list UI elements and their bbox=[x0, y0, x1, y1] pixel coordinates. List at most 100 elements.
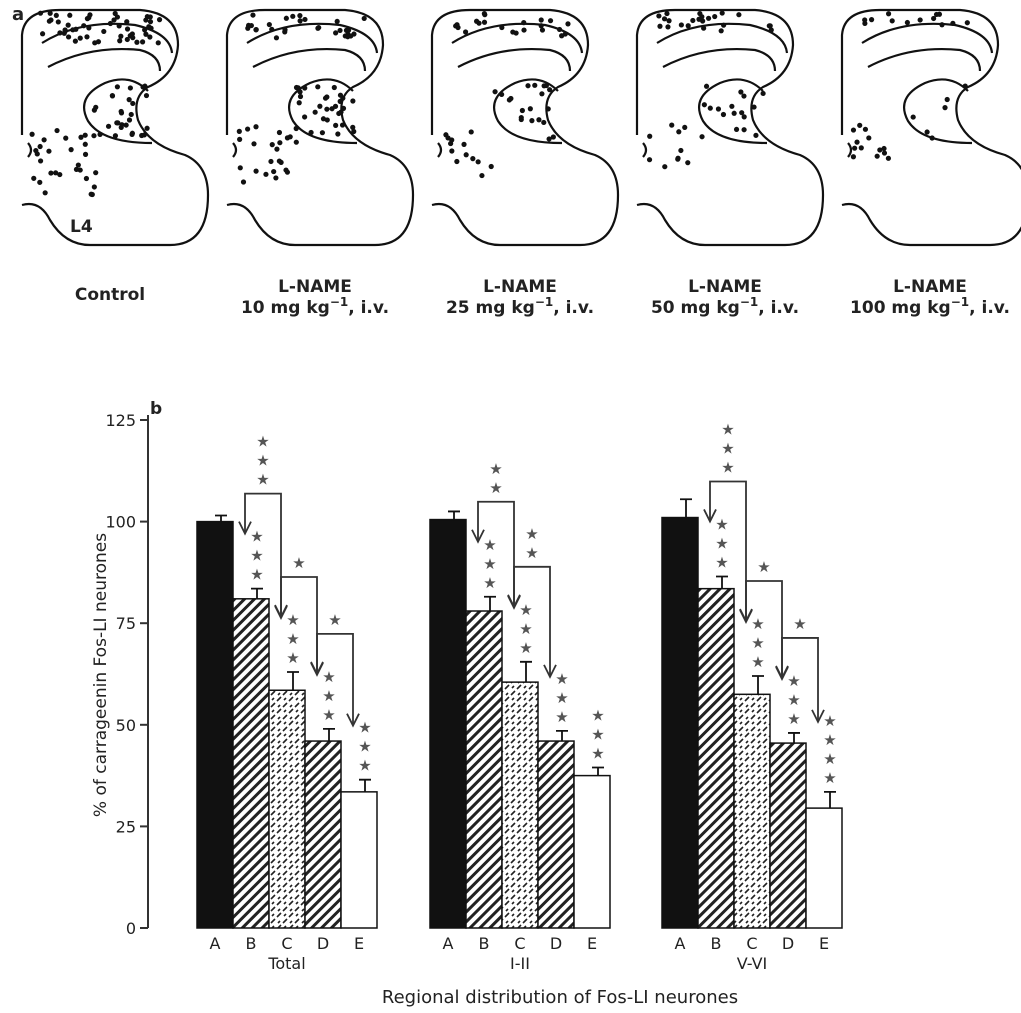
fos-dot bbox=[335, 131, 340, 136]
fos-dot bbox=[113, 11, 118, 16]
fos-dot bbox=[656, 13, 661, 18]
caption-dose: 100 mg kg bbox=[850, 298, 951, 318]
fos-dot bbox=[881, 146, 886, 151]
y-tick-label: 125 bbox=[105, 411, 136, 430]
x-tick-label: A bbox=[443, 934, 454, 953]
fos-dot bbox=[48, 170, 53, 175]
cord-outline bbox=[432, 10, 618, 245]
fos-dot bbox=[250, 12, 255, 17]
fos-dot bbox=[315, 84, 320, 89]
fos-dot bbox=[148, 19, 153, 24]
caption: L-NAME bbox=[893, 277, 967, 297]
error-bar bbox=[448, 511, 460, 519]
fos-dot bbox=[544, 83, 549, 88]
fos-dot bbox=[706, 16, 711, 21]
fos-dot bbox=[241, 179, 246, 184]
significance-stars: ★★★ bbox=[589, 706, 607, 763]
fos-dot bbox=[547, 87, 552, 92]
fos-dot bbox=[125, 26, 130, 31]
fos-dot bbox=[546, 106, 551, 111]
significance-stars: ★★★ bbox=[356, 719, 374, 776]
comparison-stars: ★ bbox=[290, 554, 308, 573]
caption-route: , i.v. bbox=[969, 298, 1010, 318]
fos-dot bbox=[665, 24, 670, 29]
fos-dot bbox=[298, 18, 303, 23]
fos-dot bbox=[43, 190, 48, 195]
fos-dot bbox=[253, 124, 258, 129]
fos-dot bbox=[721, 23, 726, 28]
fos-dot bbox=[464, 152, 469, 157]
error-bar bbox=[251, 589, 263, 599]
x-tick-label: C bbox=[281, 934, 292, 953]
cord-diagram bbox=[842, 10, 1021, 245]
fos-dot bbox=[129, 132, 134, 137]
fos-dot bbox=[704, 84, 709, 89]
fos-dot bbox=[144, 93, 149, 98]
fos-dot bbox=[565, 21, 570, 26]
fos-dot bbox=[676, 129, 681, 134]
fos-dot bbox=[269, 27, 274, 32]
fos-dot bbox=[127, 97, 132, 102]
cord-outline bbox=[842, 10, 1021, 245]
fos-dot bbox=[338, 93, 343, 98]
fos-dot bbox=[130, 101, 135, 106]
panel-label: a bbox=[12, 4, 24, 25]
fos-dot bbox=[56, 19, 61, 24]
fos-dot bbox=[499, 25, 504, 30]
fos-dot bbox=[73, 27, 78, 32]
caption: 50 mg kg−1, i.v. bbox=[651, 295, 799, 318]
fos-dot bbox=[682, 125, 687, 130]
caption-dose: 25 mg kg bbox=[446, 298, 535, 318]
fos-dot bbox=[875, 154, 880, 159]
fos-dot bbox=[81, 23, 86, 28]
fos-dot bbox=[92, 184, 97, 189]
fos-dot bbox=[469, 129, 474, 134]
fos-dot bbox=[101, 29, 106, 34]
fos-dot bbox=[470, 156, 475, 161]
fos-dot bbox=[662, 16, 667, 21]
fos-dot bbox=[536, 117, 541, 122]
caption-sup: −1 bbox=[535, 295, 553, 309]
fos-dot bbox=[78, 135, 83, 140]
fos-dot bbox=[89, 192, 94, 197]
fos-dot bbox=[298, 94, 303, 99]
fos-dot bbox=[249, 23, 254, 28]
error-bar bbox=[359, 780, 371, 792]
group-label: Total bbox=[267, 954, 305, 973]
fos-dot bbox=[939, 22, 944, 27]
fos-dot bbox=[42, 137, 47, 142]
fos-dot bbox=[157, 17, 162, 22]
fos-dot bbox=[110, 93, 115, 98]
fos-dot bbox=[739, 110, 744, 115]
significance-stars: ★★★ bbox=[553, 670, 571, 727]
bar bbox=[502, 682, 538, 928]
fos-dot bbox=[539, 17, 544, 22]
fos-dot bbox=[277, 140, 282, 145]
fos-dot bbox=[338, 99, 343, 104]
fos-dot bbox=[859, 145, 864, 150]
fos-dot bbox=[83, 152, 88, 157]
fos-dot bbox=[270, 142, 275, 147]
fos-dot bbox=[529, 118, 534, 123]
fos-dot bbox=[548, 18, 553, 23]
fos-dot bbox=[499, 92, 504, 97]
fos-dot bbox=[253, 27, 258, 32]
fos-dot bbox=[93, 170, 98, 175]
fos-dot bbox=[489, 164, 494, 169]
fos-dot bbox=[886, 11, 891, 16]
fos-dot bbox=[297, 13, 302, 18]
bar bbox=[269, 690, 305, 928]
fos-dot bbox=[277, 130, 282, 135]
bar bbox=[698, 589, 734, 928]
fos-dot bbox=[350, 98, 355, 103]
group-label: V-VI bbox=[737, 954, 768, 973]
fos-dot bbox=[130, 35, 135, 40]
fos-dot bbox=[736, 12, 741, 17]
fos-dot bbox=[251, 141, 256, 146]
fos-dot bbox=[701, 26, 706, 31]
error-bar bbox=[520, 662, 532, 682]
fos-dot bbox=[685, 160, 690, 165]
fos-dot bbox=[741, 93, 746, 98]
fos-dot bbox=[245, 126, 250, 131]
fos-dot bbox=[461, 142, 466, 147]
